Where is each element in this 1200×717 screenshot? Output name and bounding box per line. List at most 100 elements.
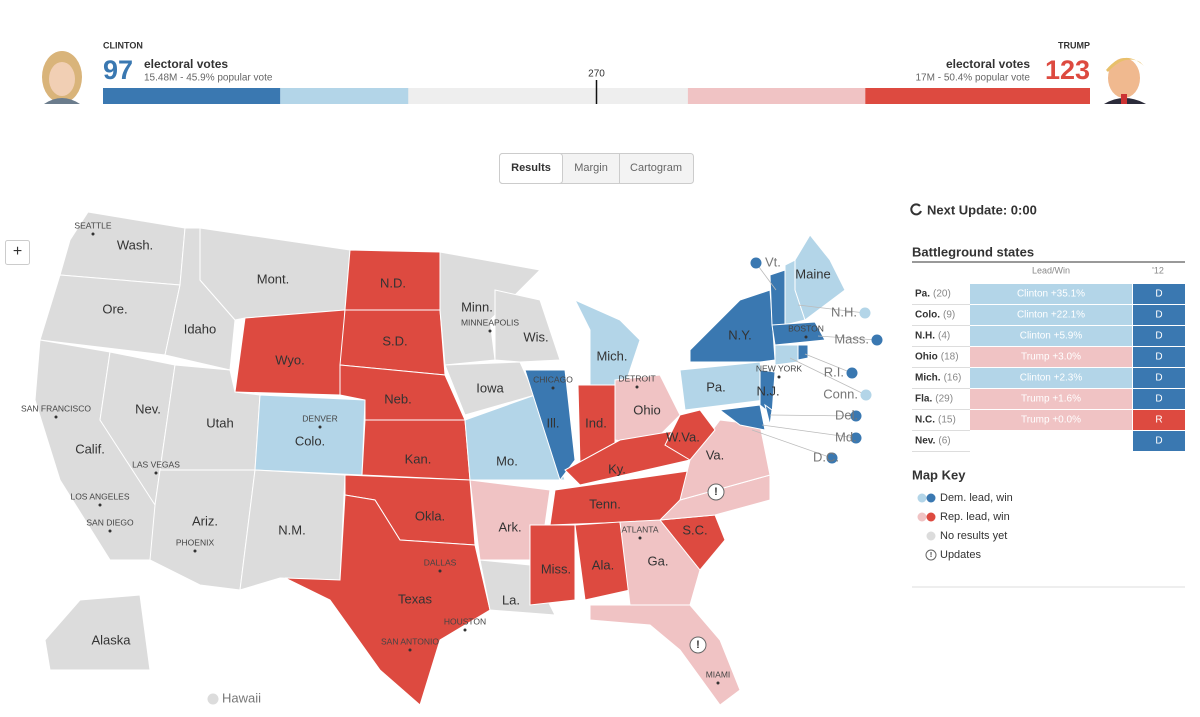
state-label: Tenn. [589, 496, 621, 511]
zoom-label[interactable]: + [13, 243, 22, 260]
leader-line [804, 353, 853, 374]
city-dot [635, 385, 639, 389]
prev-result: D [1155, 352, 1162, 363]
state-label: Ohio [633, 402, 660, 417]
state [769, 269, 786, 326]
state-label: W.Va. [666, 429, 700, 444]
lead-text: Clinton +22.1% [1017, 310, 1085, 321]
state-ev: (16) [944, 373, 962, 384]
key-title: Map Key [912, 467, 966, 482]
state-label: Wis. [523, 329, 548, 344]
state-dot [207, 693, 219, 705]
state-dot [846, 367, 858, 379]
city-label: LOS ANGELES [70, 491, 129, 501]
column-header: '12 [1152, 265, 1164, 275]
prev-result: D [1155, 394, 1162, 405]
lead-cell [970, 410, 1132, 430]
city-dot [804, 335, 808, 339]
state-dot [860, 389, 872, 401]
lead-text: Trump +0.0% [1021, 415, 1081, 426]
next-update: Next Update: 0:00 [927, 202, 1037, 217]
panel-title: Battleground states [912, 244, 1034, 259]
prev-cell [1133, 368, 1185, 388]
lead-cell [970, 368, 1132, 388]
state-label: N.M. [278, 522, 305, 537]
city-dot [777, 375, 781, 379]
clinton-avatar [42, 51, 82, 104]
state-label: Miss. [541, 561, 571, 576]
state-label: Colo. [295, 433, 325, 448]
state-label: Ariz. [192, 513, 218, 528]
state-dot [859, 307, 871, 319]
lead-text: Clinton +5.9% [1020, 331, 1083, 342]
state-label: R.I. [824, 364, 844, 379]
city-label: LAS VEGAS [132, 459, 180, 469]
state-label: Idaho [184, 321, 217, 336]
key-item: Updates [940, 549, 981, 561]
state [689, 289, 776, 363]
state-label: Vt. [765, 254, 781, 269]
state-label: Conn. [823, 386, 858, 401]
state [524, 369, 576, 482]
leader-line [817, 335, 878, 341]
state-label: Mass. [834, 331, 869, 346]
prev-result: D [1155, 310, 1162, 321]
city-dot [438, 569, 442, 573]
state-label: Wyo. [275, 352, 305, 367]
state-label: N.J. [756, 383, 779, 398]
state-label: Nev. [135, 401, 161, 416]
prev-cell [1133, 389, 1185, 409]
tab[interactable]: Margin [574, 162, 608, 174]
state-label: Ga. [648, 553, 669, 568]
candidate-name: TRUMP [1058, 40, 1090, 50]
state-label: Ala. [592, 557, 614, 572]
trump-avatar [1104, 57, 1146, 104]
state-name: N.C. [915, 415, 935, 426]
state-label: N.D. [380, 275, 406, 290]
bar-segment [103, 88, 281, 104]
prev-cell [1133, 305, 1185, 325]
state [718, 404, 766, 431]
prev-cell [1133, 410, 1185, 430]
state [664, 409, 716, 461]
state-name: Colo. [915, 310, 940, 321]
lead-cell [970, 326, 1132, 346]
leader-line [789, 357, 867, 396]
city-label: DALLAS [424, 557, 457, 567]
electoral-votes: 97 [103, 55, 133, 85]
state-label: Mo. [496, 453, 518, 468]
city-label: HOUSTON [444, 616, 486, 626]
state [679, 419, 771, 501]
state-label: Mont. [257, 271, 290, 286]
state-ev: (9) [943, 310, 955, 321]
city-dot [463, 628, 467, 632]
city-label: SAN ANTONIO [381, 636, 439, 646]
city-dot [91, 232, 95, 236]
lead-cell [970, 305, 1132, 325]
city-dot [54, 415, 58, 419]
tab[interactable]: Cartogram [630, 162, 682, 174]
state [614, 374, 681, 446]
svg-text:!: ! [930, 552, 932, 559]
tabs: Results Margin Cartogram [499, 153, 694, 184]
state-label: Wash. [117, 237, 153, 252]
state-label: Utah [206, 415, 233, 430]
update-icons: ! ! [689, 483, 725, 654]
lead-cell [970, 389, 1132, 409]
state [494, 289, 561, 363]
state-name: Pa. [915, 289, 930, 300]
city-label: SAN FRANCISCO [21, 403, 91, 413]
state-label: Ill. [547, 415, 560, 430]
column-header: Lead/Win [1032, 265, 1070, 275]
state [361, 419, 471, 481]
zoom-button[interactable] [5, 240, 30, 265]
side-panel: Next Update: 0:00 Battleground states Le… [910, 202, 1185, 588]
tab[interactable]: Results [511, 162, 551, 174]
state-ev: (6) [938, 436, 950, 447]
lead-cell [970, 347, 1132, 367]
state [797, 344, 809, 361]
state [529, 524, 576, 606]
state-name: Fla. [915, 394, 932, 405]
state-label: N.Y. [728, 327, 752, 342]
state-ev: (4) [938, 331, 950, 342]
